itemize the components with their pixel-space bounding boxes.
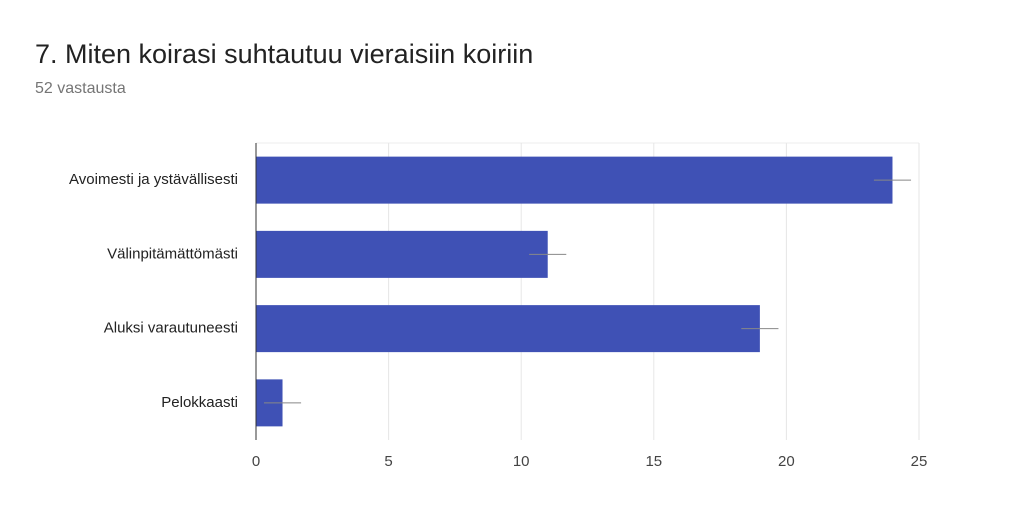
y-tick-label: Välinpitämättömästi (107, 245, 238, 262)
x-tick-label: 10 (513, 453, 530, 470)
x-tick-label: 15 (645, 453, 662, 470)
y-tick-label: Pelokkaasti (161, 394, 238, 411)
bar (256, 156, 893, 204)
y-tick-label: Avoimesti ja ystävällisesti (69, 171, 238, 188)
bar (256, 230, 548, 278)
x-tick-label: 20 (778, 453, 795, 470)
x-tick-label: 5 (384, 453, 392, 470)
bar (256, 305, 760, 353)
y-tick-label: Aluksi varautuneesti (104, 320, 238, 337)
chart-subtitle: 52 vastausta (35, 80, 126, 97)
x-tick-label: 0 (252, 453, 260, 470)
chart-title: 7. Miten koirasi suhtautuu vieraisiin ko… (35, 39, 533, 69)
x-tick-label: 25 (911, 453, 928, 470)
